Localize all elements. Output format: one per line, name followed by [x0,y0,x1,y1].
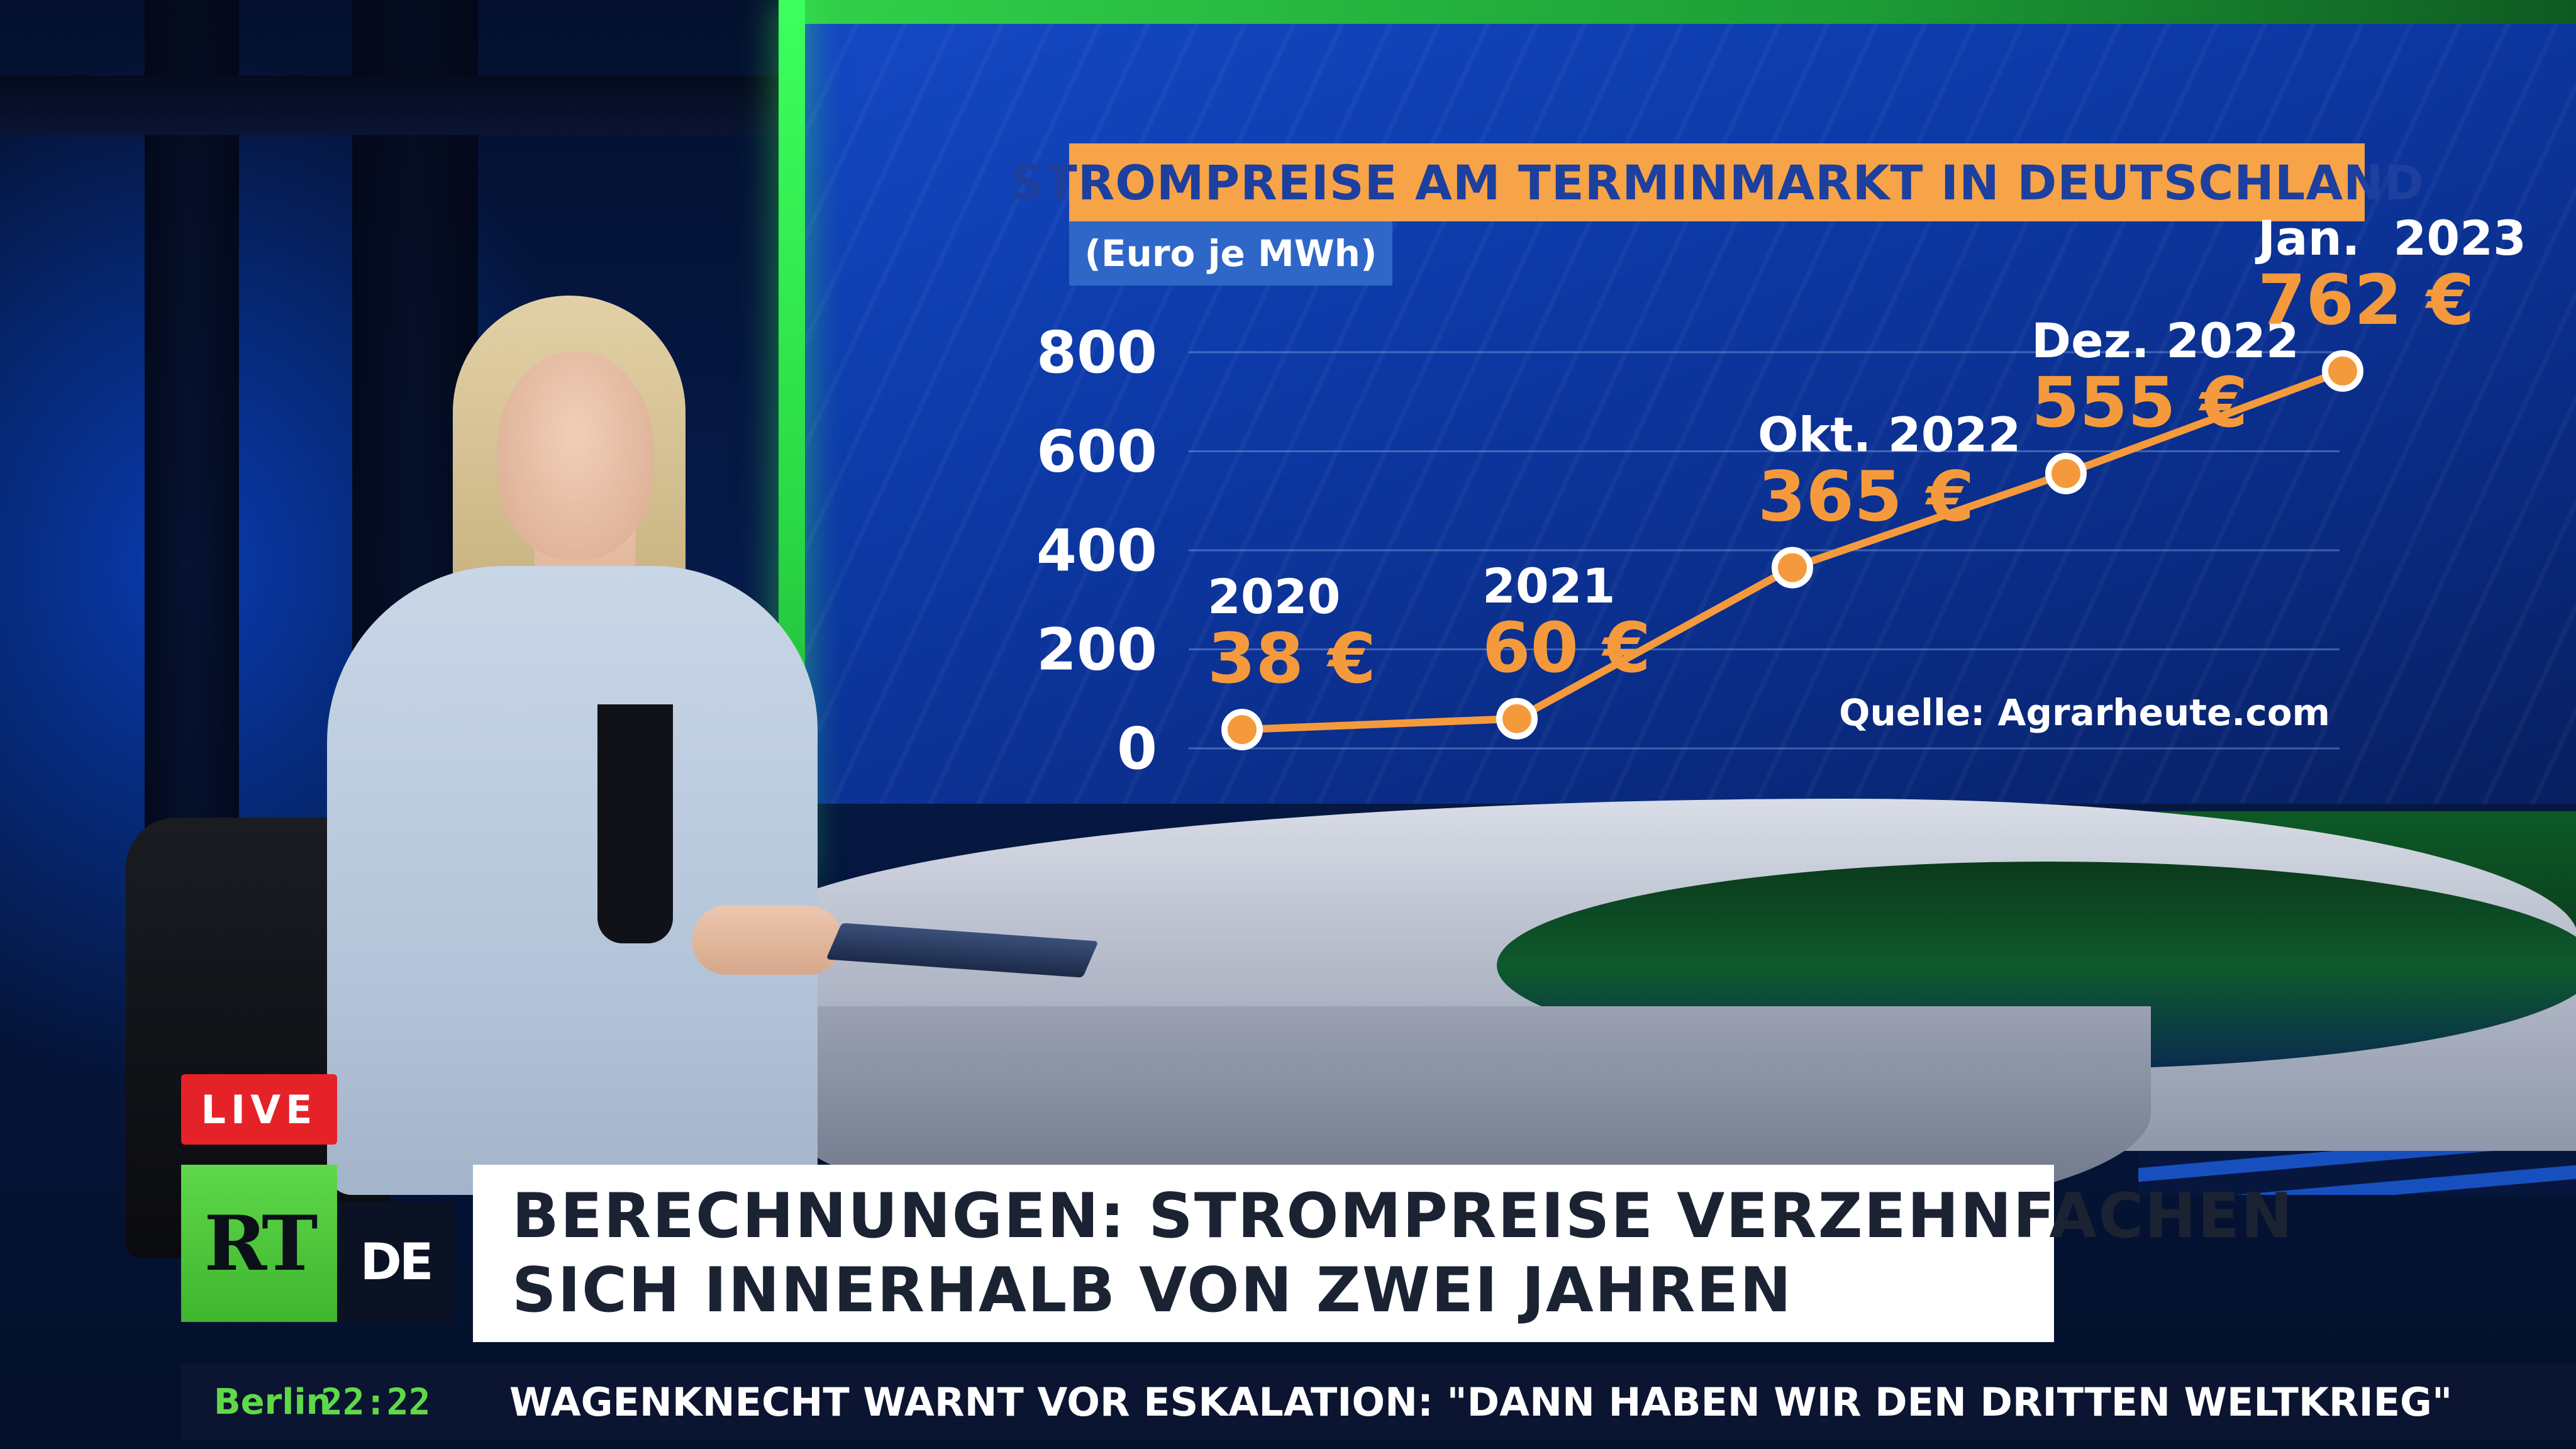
point-value-label: 762 € [2258,260,2474,340]
point-category-label: Okt. 2022 [1758,407,2021,463]
chart-title: STROMPREISE AM TERMINMARKT IN DEUTSCHLAN… [1009,154,2424,211]
y-tick-label: 800 [1036,319,1157,386]
rt-logo-text: RT [204,1199,318,1288]
presenter-hands [692,906,843,975]
data-point [2322,350,2363,392]
point-category-label: 2021 [1482,558,1616,614]
de-logo-text: DE [360,1232,433,1291]
chart-source: Quelle: Agrarheute.com [1839,691,2330,734]
headline-box: BERECHNUNGEN: STROMPREISE VERZEHNFACHEN … [473,1165,2294,1342]
data-point [1221,709,1263,751]
chart-grid [1189,351,2340,750]
y-axis-ticks: 800 600 400 200 0 [1036,319,1157,782]
headline-line-2: SICH INNERHALB VON ZWEI JAHREN [512,1255,1793,1326]
point-category-label: Dez. 2022 [2031,313,2299,369]
presenter-top [597,704,673,943]
live-badge: LIVE [181,1074,337,1145]
chart-subtitle-box: (Euro je MWh) [1069,221,1392,286]
chart-subtitle: (Euro je MWh) [1084,232,1377,275]
studio-ceiling-bar [0,75,780,135]
point-value-label: 60 € [1482,608,1651,688]
point-value-label: 555 € [2031,362,2248,443]
point-category-label: 2020 [1208,569,1341,625]
y-tick-label: 600 [1036,418,1157,486]
point-value-label: 38 € [1208,618,1376,699]
headline-line-1: BERECHNUNGEN: STROMPREISE VERZEHNFACHEN [512,1180,2294,1252]
de-logo: DE [337,1201,454,1322]
ticker-time: 22:22 [321,1380,431,1423]
y-tick-label: 400 [1036,517,1157,584]
data-point [1496,697,1538,740]
ticker-city: Berlin [214,1381,331,1423]
news-ticker: Berlin 22:22 WAGENKNECHT WARNT VOR ESKAL… [181,1363,2576,1440]
chart-title-box: STROMPREISE AM TERMINMARKT IN DEUTSCHLAN… [1009,143,2424,221]
rt-logo: RT [181,1165,337,1322]
presenter-jacket [327,566,818,1195]
point-category-label: Jan. 2023 [2255,210,2526,266]
green-light-strip-top [780,0,2576,25]
data-point [1772,547,1813,589]
live-label: LIVE [201,1086,318,1133]
y-tick-label: 0 [1117,715,1157,782]
point-value-label: 365 € [1758,457,1974,537]
y-tick-label: 200 [1036,616,1157,684]
ticker-headline: WAGENKNECHT WARNT VOR ESKALATION: "DANN … [509,1379,2453,1425]
data-point [2045,452,2087,494]
presenter-face [497,352,654,560]
